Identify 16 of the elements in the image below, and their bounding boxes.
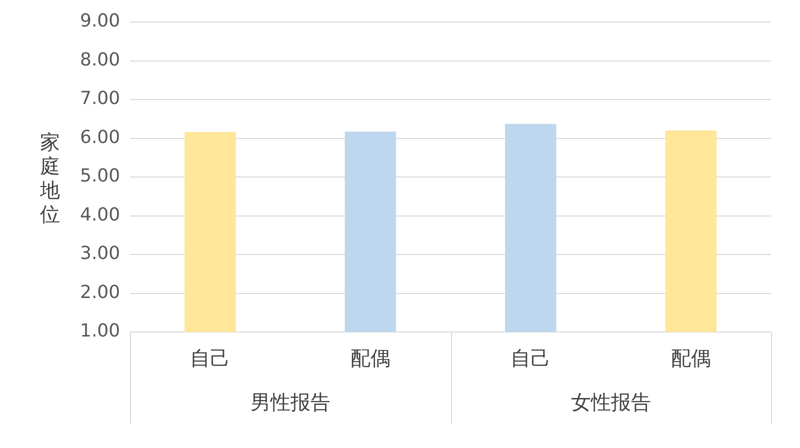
x-tick-label: 自己 [190,346,230,370]
y-tick-label: 6.00 [80,126,120,148]
y-tick-label: 5.00 [80,166,120,187]
text: 女性报告 [570,390,651,414]
y-tick-label: 9.00 [80,10,120,32]
y-tick-label: 7.00 [80,88,120,110]
y-tick-label: 1.00 [80,320,120,342]
text: 男性报告 [250,390,330,414]
x-tick-label: 配偶 [670,346,711,370]
x-tick-label: 配偶 [350,346,390,370]
y-tick-label: 2.00 [80,282,120,303]
x-tick-label: 自己 [510,346,551,370]
y-tick-label: 8.00 [80,49,120,70]
y-axis-title: 家庭地位 [39,130,61,226]
y-tick-label: 4.00 [80,204,120,226]
y-tick-label: 3.00 [80,243,120,264]
